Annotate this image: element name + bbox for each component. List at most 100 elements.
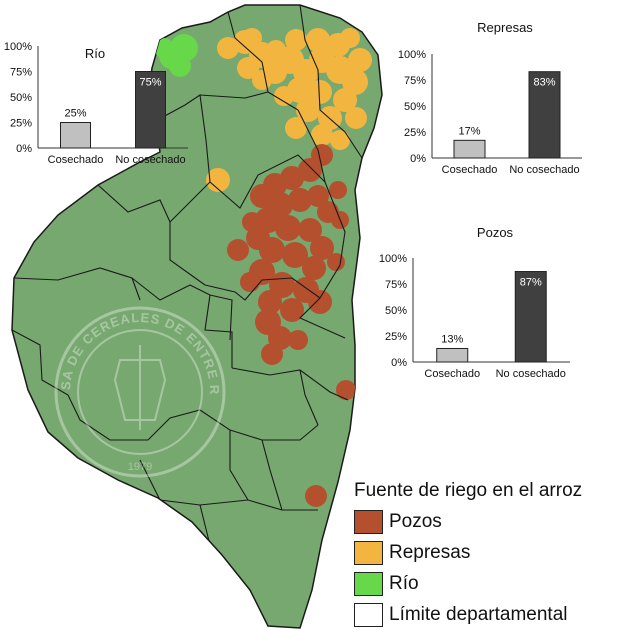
bar: [514, 271, 547, 363]
rio-irrigation-areas: [154, 34, 198, 77]
category-label: Cosechado: [424, 368, 480, 380]
irrigation-patch: [169, 55, 191, 77]
legend: Fuente de riego en el arroz Pozos Repres…: [354, 480, 634, 630]
irrigation-patch: [285, 29, 307, 51]
bar: [528, 71, 561, 159]
legend-swatch: [354, 540, 383, 565]
chart-rio: Río 0% 25% 50% 75% 100% 25% Cosechado 75% No cos…: [0, 38, 200, 183]
data-label: 87%: [520, 277, 542, 289]
bar: [436, 347, 469, 363]
category-label: Cosechado: [48, 154, 104, 166]
irrigation-patch: [288, 330, 308, 350]
irrigation-patch: [305, 485, 327, 507]
y-tick-label: 0%: [391, 357, 407, 369]
y-tick-label: 50%: [10, 92, 32, 104]
irrigation-patch: [280, 298, 304, 322]
irrigation-patch: [336, 380, 356, 400]
irrigation-patch: [342, 69, 368, 95]
y-tick-label: 50%: [404, 101, 426, 113]
legend-swatch: [354, 509, 383, 534]
irrigation-patch: [311, 124, 333, 146]
legend-label: Límite departamental: [389, 603, 568, 625]
irrigation-patch: [308, 80, 332, 104]
irrigation-patch: [274, 86, 294, 106]
irrigation-patch: [310, 236, 334, 260]
y-tick-label: 0%: [410, 153, 426, 165]
irrigation-patch: [298, 218, 322, 242]
irrigation-patch: [296, 98, 320, 122]
legend-title: Fuente de riego en el arroz: [354, 480, 583, 501]
irrigation-patch: [227, 239, 249, 261]
irrigation-patch: [242, 28, 262, 48]
data-label: 13%: [441, 333, 463, 345]
irrigation-patch: [237, 57, 259, 79]
legend-label: Represas: [389, 541, 471, 563]
y-tick-label: 50%: [385, 305, 407, 317]
pozos-irrigation-areas: [227, 144, 356, 507]
category-label: No cosechado: [509, 164, 579, 176]
legend-swatch: [354, 602, 383, 627]
chart-pozos: Pozos 0% 25% 50% 75% 100% 13% Cosechado 87% No c…: [365, 225, 580, 400]
irrigation-patch: [240, 272, 260, 292]
y-tick-label: 75%: [404, 75, 426, 87]
y-tick-label: 25%: [10, 118, 32, 130]
bar: [453, 139, 486, 159]
chart-title: Represas: [477, 20, 533, 35]
legend-item-pozos: Pozos: [354, 506, 634, 537]
irrigation-patch: [345, 107, 367, 129]
chart-title: Pozos: [476, 225, 514, 240]
y-tick-label: 25%: [404, 127, 426, 139]
y-tick-label: 100%: [4, 41, 32, 53]
irrigation-patch: [242, 212, 262, 232]
irrigation-patch: [308, 290, 332, 314]
bar: [135, 71, 166, 149]
irrigation-patch: [288, 188, 312, 212]
irrigation-patch: [170, 34, 198, 62]
category-label: No cosechado: [496, 368, 566, 380]
watermark-year: 1979: [128, 461, 152, 473]
y-tick-label: 75%: [385, 279, 407, 291]
bar-chart: 0% 25% 50% 75% 100% 13% Cosechado 87% No cosecha…: [379, 253, 570, 380]
bar: [60, 122, 91, 149]
legend-label: Pozos: [389, 510, 442, 532]
data-label: 75%: [139, 77, 161, 89]
irrigation-patch: [285, 117, 307, 139]
irrigation-patch: [348, 48, 372, 72]
legend-item-limite: Límite departamental: [354, 599, 634, 630]
y-tick-label: 25%: [385, 331, 407, 343]
legend-item-rio: Río: [354, 568, 634, 599]
legend-swatch: [354, 571, 383, 596]
irrigation-patch: [282, 242, 308, 268]
bar-chart: 0% 25% 50% 75% 100% 25% Cosechado 75% No cosecha…: [4, 41, 188, 166]
data-label: 83%: [533, 77, 555, 89]
irrigation-patch: [206, 168, 230, 192]
irrigation-patch: [298, 158, 322, 182]
y-tick-label: 75%: [10, 67, 32, 79]
irrigation-patch: [261, 343, 283, 365]
y-tick-label: 100%: [398, 49, 426, 61]
irrigation-patch: [329, 181, 347, 199]
chart-represas: Represas 0% 25% 50% 75% 100% 17% Cosechado 83% N…: [380, 20, 590, 190]
irrigation-patch: [275, 215, 301, 241]
legend-item-represas: Represas: [354, 537, 634, 568]
irrigation-patch: [307, 185, 329, 207]
category-label: Cosechado: [442, 164, 498, 176]
irrigation-patch: [306, 28, 330, 52]
legend-label: Río: [389, 572, 419, 594]
irrigation-patch: [327, 253, 345, 271]
irrigation-patch: [333, 88, 357, 112]
irrigation-patch: [255, 207, 281, 233]
irrigation-patch: [252, 70, 272, 90]
y-tick-label: 100%: [379, 253, 407, 265]
chart-title: Río: [84, 46, 106, 61]
irrigation-patch: [259, 237, 285, 263]
category-label: No cosechado: [115, 154, 185, 166]
represas-irrigation-areas: [206, 28, 372, 192]
data-label: 25%: [64, 108, 86, 120]
irrigation-patch: [302, 256, 326, 280]
y-tick-label: 0%: [16, 143, 32, 155]
data-label: 17%: [458, 125, 480, 137]
irrigation-patch: [340, 28, 360, 48]
irrigation-patch: [258, 290, 282, 314]
